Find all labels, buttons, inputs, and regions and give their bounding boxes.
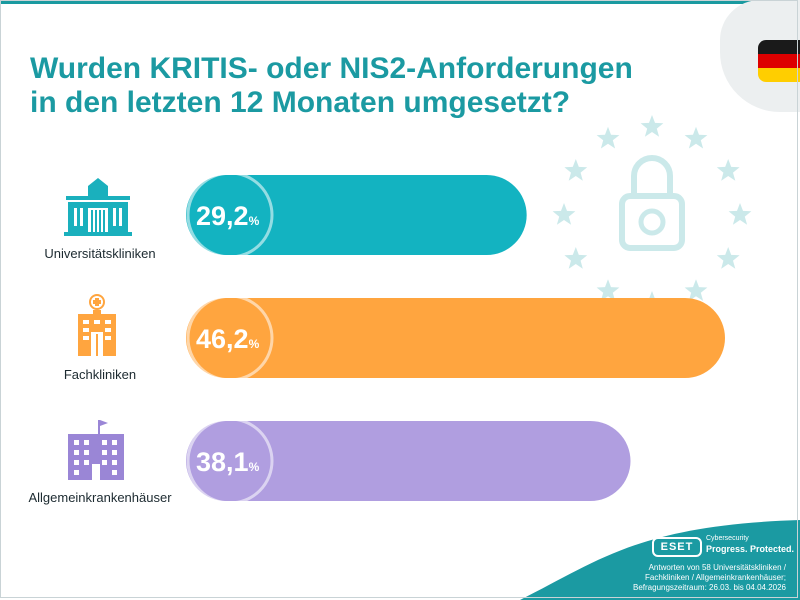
source-line-3: Befragungszeitraum: 26.03. bis 04.04.202… [633,583,786,592]
category-label-1: Universitätskliniken [44,246,156,261]
category-label-2: Fachkliniken [63,367,137,382]
chart-title: Wurden KRITIS- oder NIS2-Anforderungen i… [30,52,650,120]
eu-star-3 [716,159,740,181]
chart-title-line-2: in den letzten 12 Monaten umgesetzt? [30,86,571,119]
value-label-unit-1: % [249,214,260,228]
category-label-3: Allgemeinkrankenhäuser [28,490,172,505]
source-note: Antworten von 58 Universitätskliniken / … [576,563,786,593]
university-building-icon [64,178,132,236]
bar-value-ring-3 [186,417,274,505]
eu-star-4 [728,203,752,225]
bar-3 [186,421,631,501]
value-labels-group: 29,2%46,2%38,1% [196,201,260,477]
bar-value-ring-2 [186,294,274,382]
eu-stars-padlock-icon [552,115,752,313]
flag-stripe-black [758,40,800,54]
padlock-body [619,193,685,251]
value-label-3: 38,1% [196,447,260,477]
chart-title-line-1: Wurden KRITIS- oder NIS2-Anforderungen [30,52,633,85]
eu-star-9 [564,247,588,269]
bar-value-ring-1 [186,171,274,259]
eu-star-1 [640,115,664,137]
bar-2 [186,298,725,378]
footer-wave [520,520,800,600]
bars-group [186,171,725,505]
eu-star-2 [684,126,708,149]
eu-star-8 [596,279,620,301]
hospital-building-icon [68,420,124,480]
tagline-top: Cybersecurity [706,535,749,542]
german-flag-icon [758,40,800,82]
eu-star-6 [684,279,708,301]
bar-1 [186,175,527,255]
value-label-2: 46,2% [196,324,260,354]
flag-stripe-gold [758,68,800,82]
value-label-number-2: 46,2 [196,324,249,354]
tagline-main: Progress. Protected. [706,544,795,554]
eset-logo: ESET [652,537,702,557]
eu-star-5 [716,247,740,269]
eset-tagline: Cybersecurity Progress. Protected. [706,533,794,555]
flag-stripe-red [758,54,800,68]
value-label-unit-2: % [249,337,260,351]
eu-star-10 [552,203,576,225]
value-label-1: 29,2% [196,201,260,231]
padlock-shackle [631,155,673,196]
eu-star-12 [596,126,620,149]
top-accent-line [0,0,800,4]
value-label-number-3: 38,1 [196,447,249,477]
source-line-2: Fachkliniken / Allgemeinkrankenhäuser; [645,573,786,582]
eu-star-11 [564,159,588,181]
padlock-keyhole [638,208,666,236]
value-label-number-1: 29,2 [196,201,249,231]
source-line-1: Antworten von 58 Universitätskliniken / [648,563,786,572]
clinic-building-icon [78,294,116,356]
value-label-unit-3: % [249,460,260,474]
